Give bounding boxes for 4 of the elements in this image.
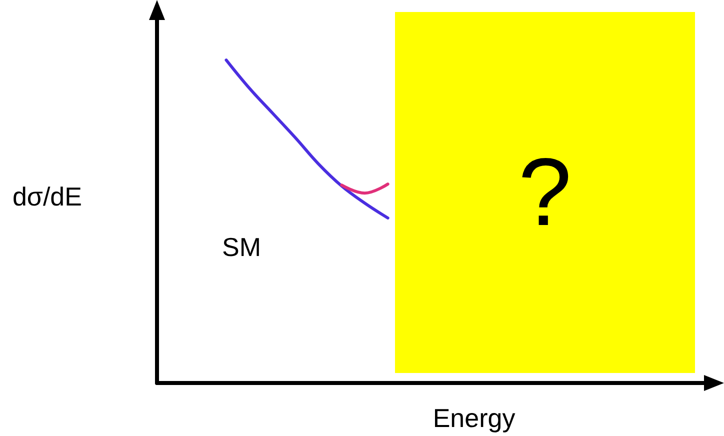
question-box: ?: [395, 12, 695, 373]
x-axis-title: Energy: [432, 403, 516, 433]
annotation: SM: [222, 232, 261, 263]
y-axis-title: dσ/dE: [12, 182, 82, 212]
